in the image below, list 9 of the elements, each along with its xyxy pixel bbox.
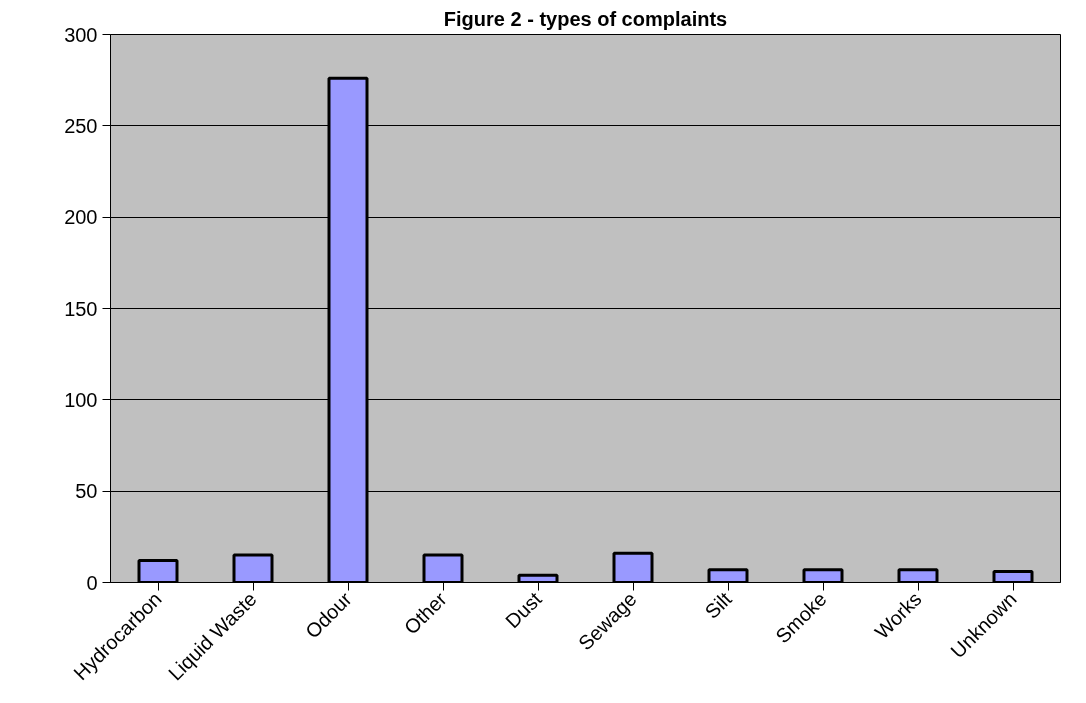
y-tick-label: 50 — [75, 480, 98, 503]
y-tick-label: 200 — [64, 206, 98, 229]
y-tick-label: 100 — [64, 388, 98, 411]
y-tick-label: 300 — [64, 23, 98, 46]
chart-title: Figure 2 - types of complaints — [443, 7, 728, 30]
x-tick-label: Silt — [700, 587, 737, 623]
y-tick-label: 250 — [64, 114, 98, 137]
y-tick-label: 0 — [86, 571, 98, 594]
y-tick-label: 150 — [64, 297, 98, 320]
